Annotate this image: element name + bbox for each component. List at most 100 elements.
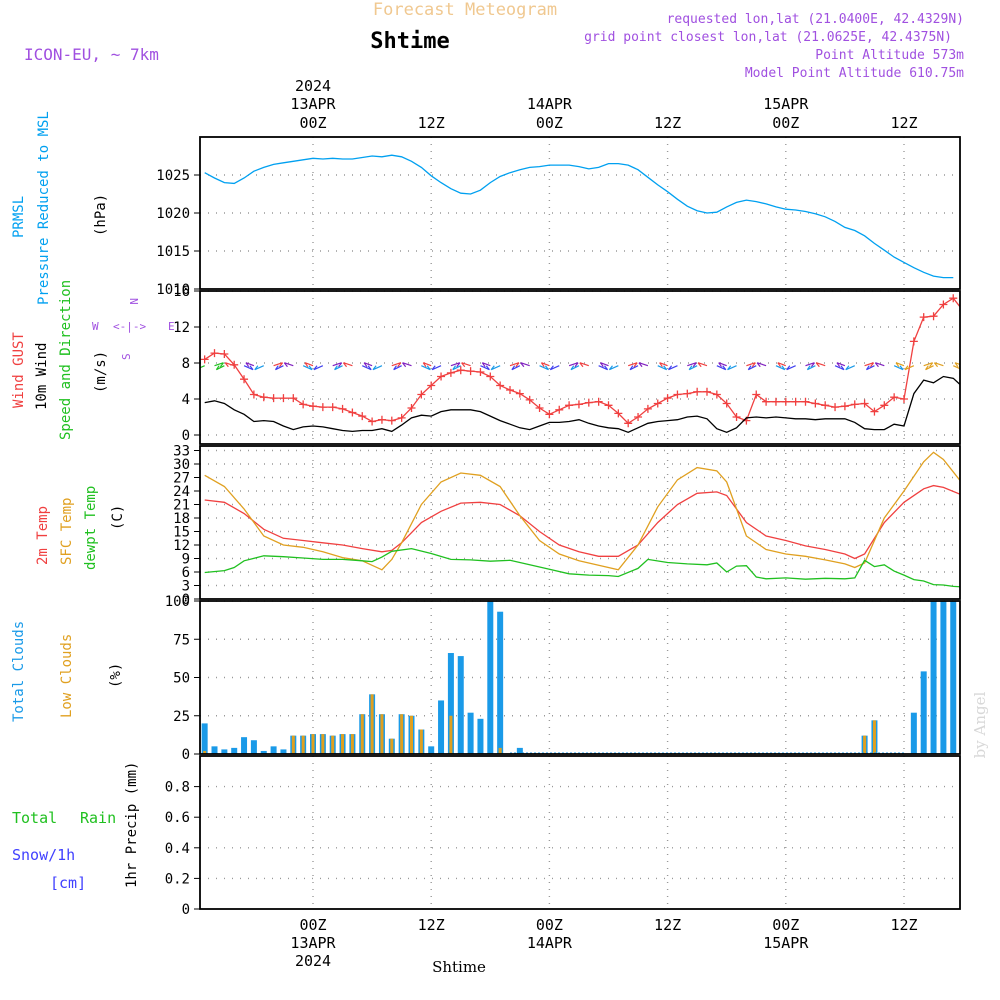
low-cloud-bar [291, 735, 295, 754]
gust-marker [466, 367, 475, 376]
wind-arrow [393, 365, 402, 371]
wind-arrow [402, 362, 412, 368]
total-cloud-bar [270, 746, 277, 754]
gust-marker [210, 349, 219, 358]
bottom-hour-label: 12Z [418, 916, 445, 934]
wind-arrow [481, 362, 491, 368]
wind-arrow [224, 362, 235, 368]
gust-marker [259, 393, 268, 402]
wind-arrow [539, 365, 550, 371]
top-year-label: 2024 [295, 77, 331, 95]
wind-panel: 0 4 8 12 16 [173, 284, 961, 445]
bottom-year-label: 2024 [295, 952, 331, 970]
gust-marker [240, 375, 249, 384]
wind-arrow [815, 362, 826, 368]
y-tick-label: 0 [182, 428, 190, 444]
wind-arrow [659, 362, 668, 368]
low-cloud-bar [410, 715, 413, 754]
low-cloud-bar [193, 710, 196, 754]
wind-arrow [775, 365, 786, 371]
total-cloud-bar [497, 611, 504, 754]
wind-unit-label: (m/s) [93, 351, 109, 393]
bottom-hour-label: 00Z [536, 916, 563, 934]
gust-marker [811, 399, 820, 408]
y-tick-label: 0 [182, 592, 190, 608]
series-line-dewpt-temp [204, 547, 960, 588]
y-tick-label: 1010 [156, 282, 190, 298]
wind-arrow [657, 365, 668, 371]
compass-south: S [120, 353, 133, 360]
wind-arrow [598, 365, 609, 371]
y-tick-label: 9 [182, 552, 190, 568]
temp2m-label: 2m Temp [35, 506, 51, 565]
wind-arrow [923, 362, 934, 368]
wind-arrow [874, 362, 885, 368]
y-tick-label: 3 [182, 579, 190, 595]
gust-marker [397, 413, 406, 422]
y-tick-label: 1025 [156, 168, 190, 184]
wind-arrow [421, 365, 431, 371]
y-tick-label: 24 [173, 484, 190, 500]
gust-marker [850, 400, 859, 409]
panel-plot-area [204, 154, 954, 279]
chart-title: Forecast Meteogram [373, 0, 557, 20]
gust-marker [496, 381, 505, 390]
panel-plot-area [204, 451, 960, 588]
wind-arrow [520, 362, 530, 368]
panel-frame [199, 290, 961, 445]
gust-marker [821, 401, 830, 410]
bottom-date-label: 13APR [290, 934, 336, 952]
low-cloud-bar [863, 735, 867, 754]
wind-arrow [452, 365, 462, 371]
gust-marker [446, 368, 455, 377]
wind-arrow [509, 362, 520, 368]
wind-arrow [254, 365, 264, 371]
wind-arrow [342, 362, 353, 368]
gust-marker [604, 401, 613, 410]
total-cloud-bar [192, 710, 198, 754]
gust-marker [249, 390, 258, 399]
total-cloud-bar [920, 671, 927, 754]
wind-arrow [273, 362, 284, 368]
top-hour-label: 12Z [418, 114, 445, 132]
y-tick-label: 0 [182, 902, 190, 918]
low-cloud-bar [301, 735, 305, 754]
gust-marker [614, 409, 623, 418]
wind-arrow [302, 365, 313, 371]
gust-marker [486, 372, 495, 381]
y-tick-label: 50 [173, 671, 190, 687]
y-tick-label: 18 [173, 511, 190, 527]
clouds-panel: 0 25 50 75 100 [165, 594, 966, 763]
gust-marker [703, 387, 711, 396]
total-cloud-bar [960, 601, 966, 754]
gust-marker [377, 415, 386, 424]
wind-arrow [845, 365, 855, 371]
compass-west: W [92, 320, 99, 333]
y-tick-label: 100 [165, 594, 190, 610]
wind-arrow [431, 365, 442, 371]
gust-marker [437, 372, 446, 381]
y-tick-label: 6 [182, 565, 190, 581]
gust-marker [584, 398, 593, 407]
wind-arrow [756, 362, 767, 368]
gust-marker [693, 387, 702, 396]
panel-frame [199, 445, 961, 600]
top-hour-label: 00Z [536, 114, 563, 132]
low-cloud-bar [419, 729, 423, 754]
gust-marker [762, 397, 771, 406]
gust-marker [929, 312, 938, 321]
wind-arrow [904, 365, 915, 371]
gust-marker [890, 393, 899, 402]
wind-arrow [570, 365, 580, 371]
wind-arrow [334, 365, 343, 371]
gust-marker [653, 399, 662, 408]
wind-arrow [304, 362, 314, 368]
y-tick-label: 1020 [156, 206, 190, 222]
total-cloud-bar [438, 700, 445, 754]
total-cloud-bar [930, 601, 937, 754]
gust-marker [309, 402, 317, 411]
wind-arrow [777, 362, 787, 368]
total-cloud-bar [910, 712, 917, 754]
